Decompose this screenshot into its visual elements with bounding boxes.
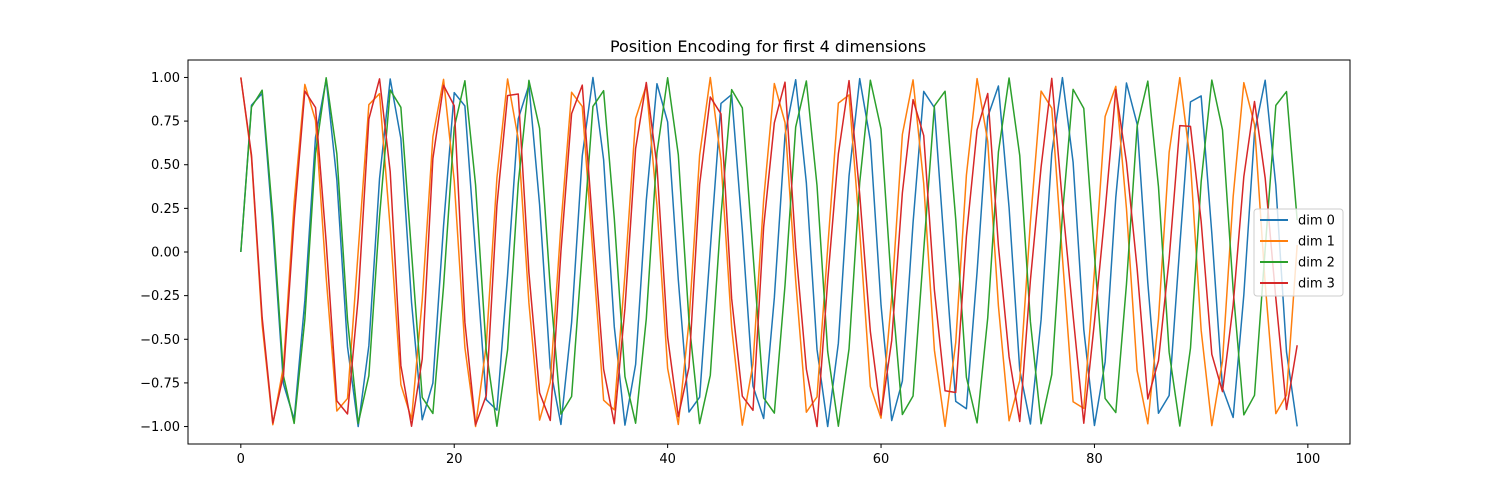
y-tick-label: −0.75 <box>140 376 180 391</box>
series-line-dim-2 <box>240 77 1298 427</box>
legend-label: dim 1 <box>1298 235 1335 250</box>
y-tick-label: −0.25 <box>140 289 180 304</box>
x-tick-label: 0 <box>237 452 245 467</box>
legend-label: dim 2 <box>1298 256 1335 271</box>
legend: dim 0 dim 1 dim 2 dim 3 <box>1253 208 1344 297</box>
y-tick-label: −1.00 <box>140 420 180 435</box>
plot-area <box>188 60 1350 444</box>
legend-label: dim 3 <box>1298 277 1335 292</box>
series-line-dim-3 <box>240 77 1298 428</box>
y-tick-label: −0.50 <box>140 333 180 348</box>
x-tick-label: 100 <box>1295 452 1320 467</box>
x-tick-label: 60 <box>873 452 890 467</box>
x-tick-label: 40 <box>659 452 676 467</box>
y-tick-label: 0.75 <box>151 115 180 130</box>
y-tick-label: 0.00 <box>151 246 180 261</box>
y-tick-label: 0.25 <box>151 202 180 217</box>
series-layer <box>240 76 1298 428</box>
x-axis: 0 20 40 60 80 100 <box>237 444 1320 467</box>
y-axis: −1.00 −0.75 −0.50 −0.25 0.00 0.25 0.50 0.75 1.00 <box>140 71 188 435</box>
y-tick-label: 0.50 <box>151 158 180 173</box>
series-line-dim-1 <box>240 76 1298 428</box>
legend-box <box>1253 208 1344 297</box>
y-tick-label: 1.00 <box>151 71 180 86</box>
chart-title: Position Encoding for first 4 dimensions <box>610 37 926 56</box>
x-tick-label: 80 <box>1086 452 1103 467</box>
legend-label: dim 0 <box>1298 214 1335 229</box>
x-tick-label: 20 <box>446 452 463 467</box>
